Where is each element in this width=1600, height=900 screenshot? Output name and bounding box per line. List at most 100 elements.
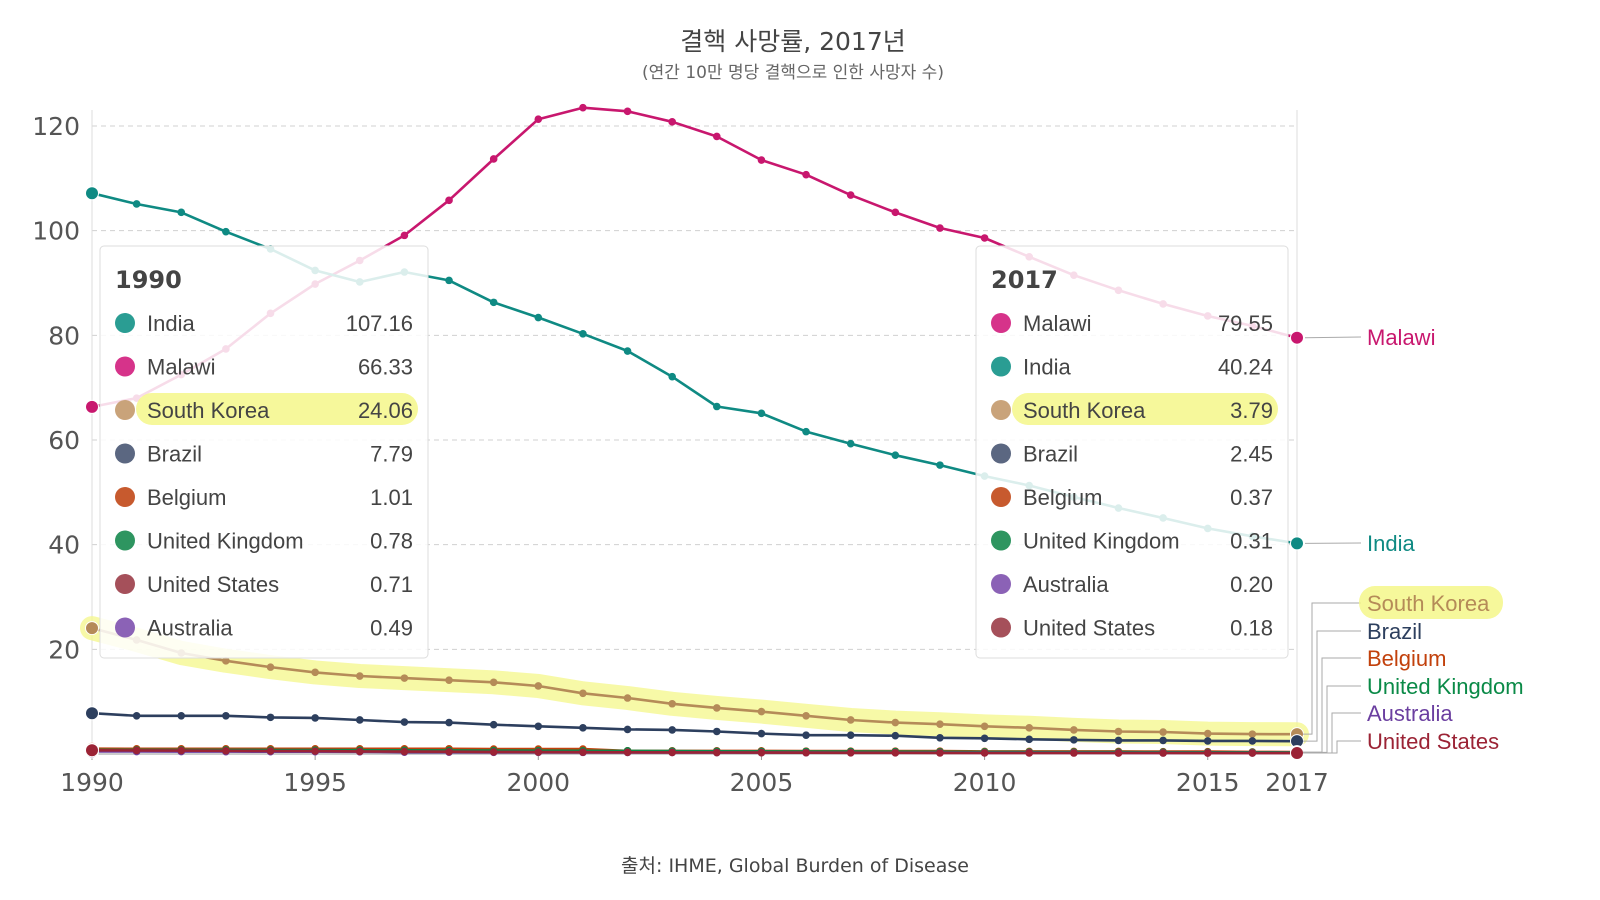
data-point-united-states[interactable] (1159, 749, 1167, 757)
data-point-malawi[interactable] (713, 132, 721, 141)
data-point-brazil[interactable] (132, 711, 141, 720)
data-point-india[interactable] (177, 208, 186, 217)
data-point-india[interactable] (936, 461, 944, 469)
data-point-malawi[interactable] (489, 155, 498, 163)
end-label-malawi[interactable]: Malawi (1367, 325, 1435, 350)
end-label-united-kingdom[interactable]: United Kingdom (1367, 674, 1524, 699)
data-point-brazil[interactable] (802, 731, 810, 739)
data-point-india[interactable] (534, 313, 543, 322)
data-point-south-korea[interactable] (1159, 728, 1167, 736)
data-point-united-states[interactable] (534, 748, 543, 756)
data-point-south-korea[interactable] (668, 699, 676, 708)
data-point-south-korea[interactable] (489, 678, 498, 687)
data-point-malawi[interactable] (802, 170, 810, 179)
data-point-united-states[interactable] (1203, 749, 1212, 757)
data-point-south-korea[interactable] (757, 707, 766, 716)
data-point-india[interactable] (757, 409, 766, 418)
data-point-india[interactable] (489, 298, 498, 307)
data-point-brazil[interactable] (177, 711, 186, 720)
data-point-united-states[interactable] (891, 749, 900, 757)
data-point-united-states[interactable] (355, 747, 364, 756)
data-point-india[interactable] (132, 200, 141, 208)
data-point-brazil[interactable] (400, 718, 409, 726)
data-point-india[interactable] (668, 372, 676, 381)
data-point-south-korea[interactable] (980, 722, 989, 731)
data-point-india[interactable] (85, 186, 99, 201)
data-point-india[interactable] (579, 329, 587, 338)
data-point-south-korea[interactable] (266, 663, 275, 671)
data-point-india[interactable] (222, 227, 230, 236)
data-point-south-korea[interactable] (222, 657, 230, 665)
series-brazil[interactable] (85, 706, 1304, 749)
data-point-united-states[interactable] (936, 749, 944, 757)
end-label-belgium[interactable]: Belgium (1367, 646, 1446, 671)
data-point-brazil[interactable] (713, 727, 721, 736)
data-point-south-korea[interactable] (579, 689, 587, 698)
data-point-india[interactable] (713, 402, 721, 411)
data-point-united-states[interactable] (1025, 749, 1034, 757)
data-point-south-korea[interactable] (846, 716, 855, 724)
end-label-india[interactable]: India (1367, 531, 1415, 556)
data-point-united-states[interactable] (579, 748, 587, 756)
data-point-brazil[interactable] (311, 714, 319, 722)
data-point-malawi[interactable] (400, 231, 409, 240)
data-point-united-states[interactable] (980, 749, 989, 757)
data-point-brazil[interactable] (579, 724, 587, 732)
end-label-united-states[interactable]: United States (1367, 729, 1499, 754)
data-point-united-states[interactable] (177, 746, 186, 755)
series-line-brazil[interactable] (91, 711, 1298, 743)
series-line-south-korea[interactable] (91, 626, 1298, 736)
data-point-south-korea[interactable] (713, 704, 721, 712)
data-point-malawi[interactable] (846, 191, 855, 199)
data-point-india[interactable] (623, 347, 632, 355)
data-point-united-states[interactable] (757, 748, 766, 757)
end-label-australia[interactable]: Australia (1367, 701, 1453, 726)
data-point-united-states[interactable] (668, 748, 676, 757)
data-point-brazil[interactable] (534, 722, 543, 731)
data-point-south-korea[interactable] (445, 676, 453, 685)
data-point-brazil[interactable] (1070, 736, 1078, 744)
data-point-malawi[interactable] (445, 196, 453, 205)
data-point-south-korea[interactable] (1025, 724, 1034, 732)
data-point-india[interactable] (445, 276, 453, 285)
end-label-south-korea[interactable]: South Korea (1367, 591, 1490, 616)
data-point-malawi[interactable] (623, 107, 632, 116)
data-point-malawi[interactable] (85, 399, 99, 414)
data-point-malawi[interactable] (936, 224, 944, 232)
data-point-south-korea[interactable] (802, 711, 810, 720)
data-point-brazil[interactable] (85, 706, 99, 721)
data-point-india[interactable] (802, 427, 810, 436)
data-point-united-states[interactable] (802, 748, 810, 757)
data-point-united-states[interactable] (311, 747, 319, 755)
data-point-brazil[interactable] (936, 733, 944, 742)
data-point-united-states[interactable] (713, 748, 721, 757)
data-point-brazil[interactable] (846, 731, 855, 739)
data-point-malawi[interactable] (757, 156, 766, 164)
data-point-united-states[interactable] (222, 746, 230, 755)
data-point-brazil[interactable] (1025, 735, 1034, 744)
data-point-united-states[interactable] (445, 747, 453, 756)
data-point-south-korea[interactable] (1203, 729, 1212, 738)
data-point-south-korea[interactable] (936, 720, 944, 728)
data-point-united-states[interactable] (489, 748, 498, 756)
data-point-united-states[interactable] (266, 747, 275, 755)
data-point-united-states[interactable] (132, 746, 141, 755)
data-point-brazil[interactable] (222, 711, 230, 720)
data-point-united-states[interactable] (1114, 749, 1123, 757)
data-point-brazil[interactable] (1159, 736, 1167, 745)
data-point-india[interactable] (846, 439, 855, 448)
data-point-brazil[interactable] (757, 729, 766, 738)
data-point-india[interactable] (891, 451, 900, 459)
data-point-brazil[interactable] (623, 725, 632, 734)
end-label-brazil[interactable]: Brazil (1367, 619, 1422, 644)
data-point-united-states[interactable] (1248, 749, 1257, 757)
data-point-india[interactable] (1290, 536, 1304, 551)
data-point-united-states[interactable] (85, 743, 99, 758)
data-point-malawi[interactable] (1290, 330, 1304, 345)
data-point-united-states[interactable] (400, 747, 409, 756)
data-point-brazil[interactable] (891, 731, 900, 740)
data-point-south-korea[interactable] (534, 682, 543, 690)
data-point-brazil[interactable] (1203, 737, 1212, 745)
data-point-south-korea[interactable] (623, 694, 632, 702)
data-point-united-states[interactable] (846, 748, 855, 757)
